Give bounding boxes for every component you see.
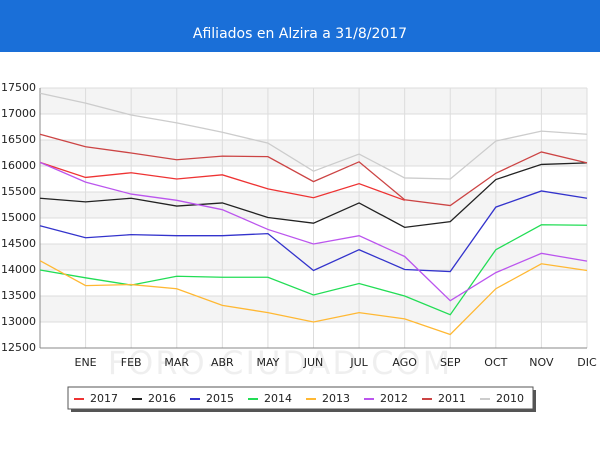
series-line xyxy=(39,161,588,302)
x-tick-label: NOV xyxy=(529,356,554,369)
series-line xyxy=(39,162,588,229)
chart-title: Afiliados en Alzira a 31/8/2017 xyxy=(193,26,407,42)
y-tick-label: 13000 xyxy=(1,315,36,328)
legend-label: 2015 xyxy=(206,392,234,405)
series-line xyxy=(39,190,588,273)
y-tick-label: 14000 xyxy=(1,263,36,276)
x-tick-label: AGO xyxy=(392,356,417,369)
x-tick-label: DIC xyxy=(577,356,597,369)
y-tick-label: 16500 xyxy=(1,133,36,146)
legend-label: 2011 xyxy=(438,392,466,405)
x-tick-label: MAR xyxy=(164,356,189,369)
watermark: FORO-CIUDAD.COM xyxy=(108,344,453,382)
x-tick-label: JUN xyxy=(303,356,324,369)
legend-label: 2014 xyxy=(264,392,292,405)
x-tick-label: ENE xyxy=(75,356,97,369)
legend-box xyxy=(67,386,534,410)
x-tick-label: OCT xyxy=(484,356,507,369)
header xyxy=(0,0,600,52)
legend-label: 2010 xyxy=(496,392,524,405)
series-line xyxy=(39,133,588,207)
series-line xyxy=(39,161,405,201)
series-line xyxy=(39,260,588,336)
y-tick-label: 13500 xyxy=(1,289,36,302)
legend-label: 2013 xyxy=(322,392,350,405)
legend-label: 2012 xyxy=(380,392,408,405)
legend-label: 2016 xyxy=(148,392,176,405)
y-tick-label: 14500 xyxy=(1,237,36,250)
x-tick-label: ABR xyxy=(211,356,234,369)
x-tick-label: MAY xyxy=(256,356,279,369)
y-tick-label: 16000 xyxy=(1,159,36,172)
y-tick-label: 15000 xyxy=(1,211,36,224)
series-line xyxy=(39,92,588,180)
x-tick-label: SEP xyxy=(440,356,461,369)
y-tick-label: 17000 xyxy=(1,107,36,120)
x-tick-label: FEB xyxy=(121,356,142,369)
y-tick-label: 15500 xyxy=(1,185,36,198)
y-tick-label: 12500 xyxy=(1,341,36,354)
x-tick-label: JUL xyxy=(349,356,368,369)
y-tick-label: 17500 xyxy=(1,81,36,94)
legend-label: 2017 xyxy=(90,392,118,405)
